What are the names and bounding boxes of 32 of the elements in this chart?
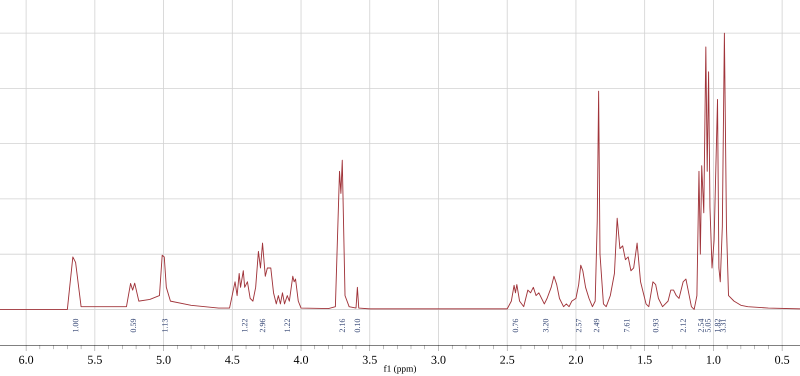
text: 1.82 xyxy=(714,319,720,332)
text: 0.59 xyxy=(130,318,136,332)
x-tick-label: 5.0 xyxy=(156,356,171,364)
text: 2.54 xyxy=(698,318,704,332)
text: 7.61 xyxy=(624,319,630,332)
text: 2.49 xyxy=(594,318,600,332)
text: 3.31 xyxy=(720,319,726,332)
text: 5.05 xyxy=(705,318,711,332)
x-tick-label: 4.5 xyxy=(225,356,240,364)
x-tick-label: 6.0 xyxy=(19,356,34,364)
text: 0.93 xyxy=(652,318,658,332)
x-tick-label: 3.5 xyxy=(362,356,377,364)
x-tick-label: 1.5 xyxy=(638,356,652,364)
x-tick-label: 0.5 xyxy=(775,356,790,364)
x-tick-label: 2.5 xyxy=(500,356,514,364)
text: 2.57 xyxy=(576,318,582,332)
text: 2.96 xyxy=(260,318,266,332)
text: 2.16 xyxy=(340,318,345,332)
x-tick-label: 1.0 xyxy=(706,356,720,364)
x-tick-label: 5.5 xyxy=(88,356,102,364)
x-axis-title: f1 (ppm) xyxy=(384,365,416,374)
text: 2.12 xyxy=(680,319,686,332)
text: 1.13 xyxy=(162,318,168,332)
text: 0.10 xyxy=(354,318,360,332)
text: 0.76 xyxy=(512,318,518,332)
x-tick-label: 3.0 xyxy=(432,356,446,364)
text: 1.22 xyxy=(284,319,290,332)
text: 3.20 xyxy=(542,318,548,332)
text: 1.22 xyxy=(242,319,248,332)
text: 1.00 xyxy=(72,318,78,332)
x-tick-label: 4.0 xyxy=(294,356,308,364)
x-tick-label: 2.0 xyxy=(568,356,583,364)
